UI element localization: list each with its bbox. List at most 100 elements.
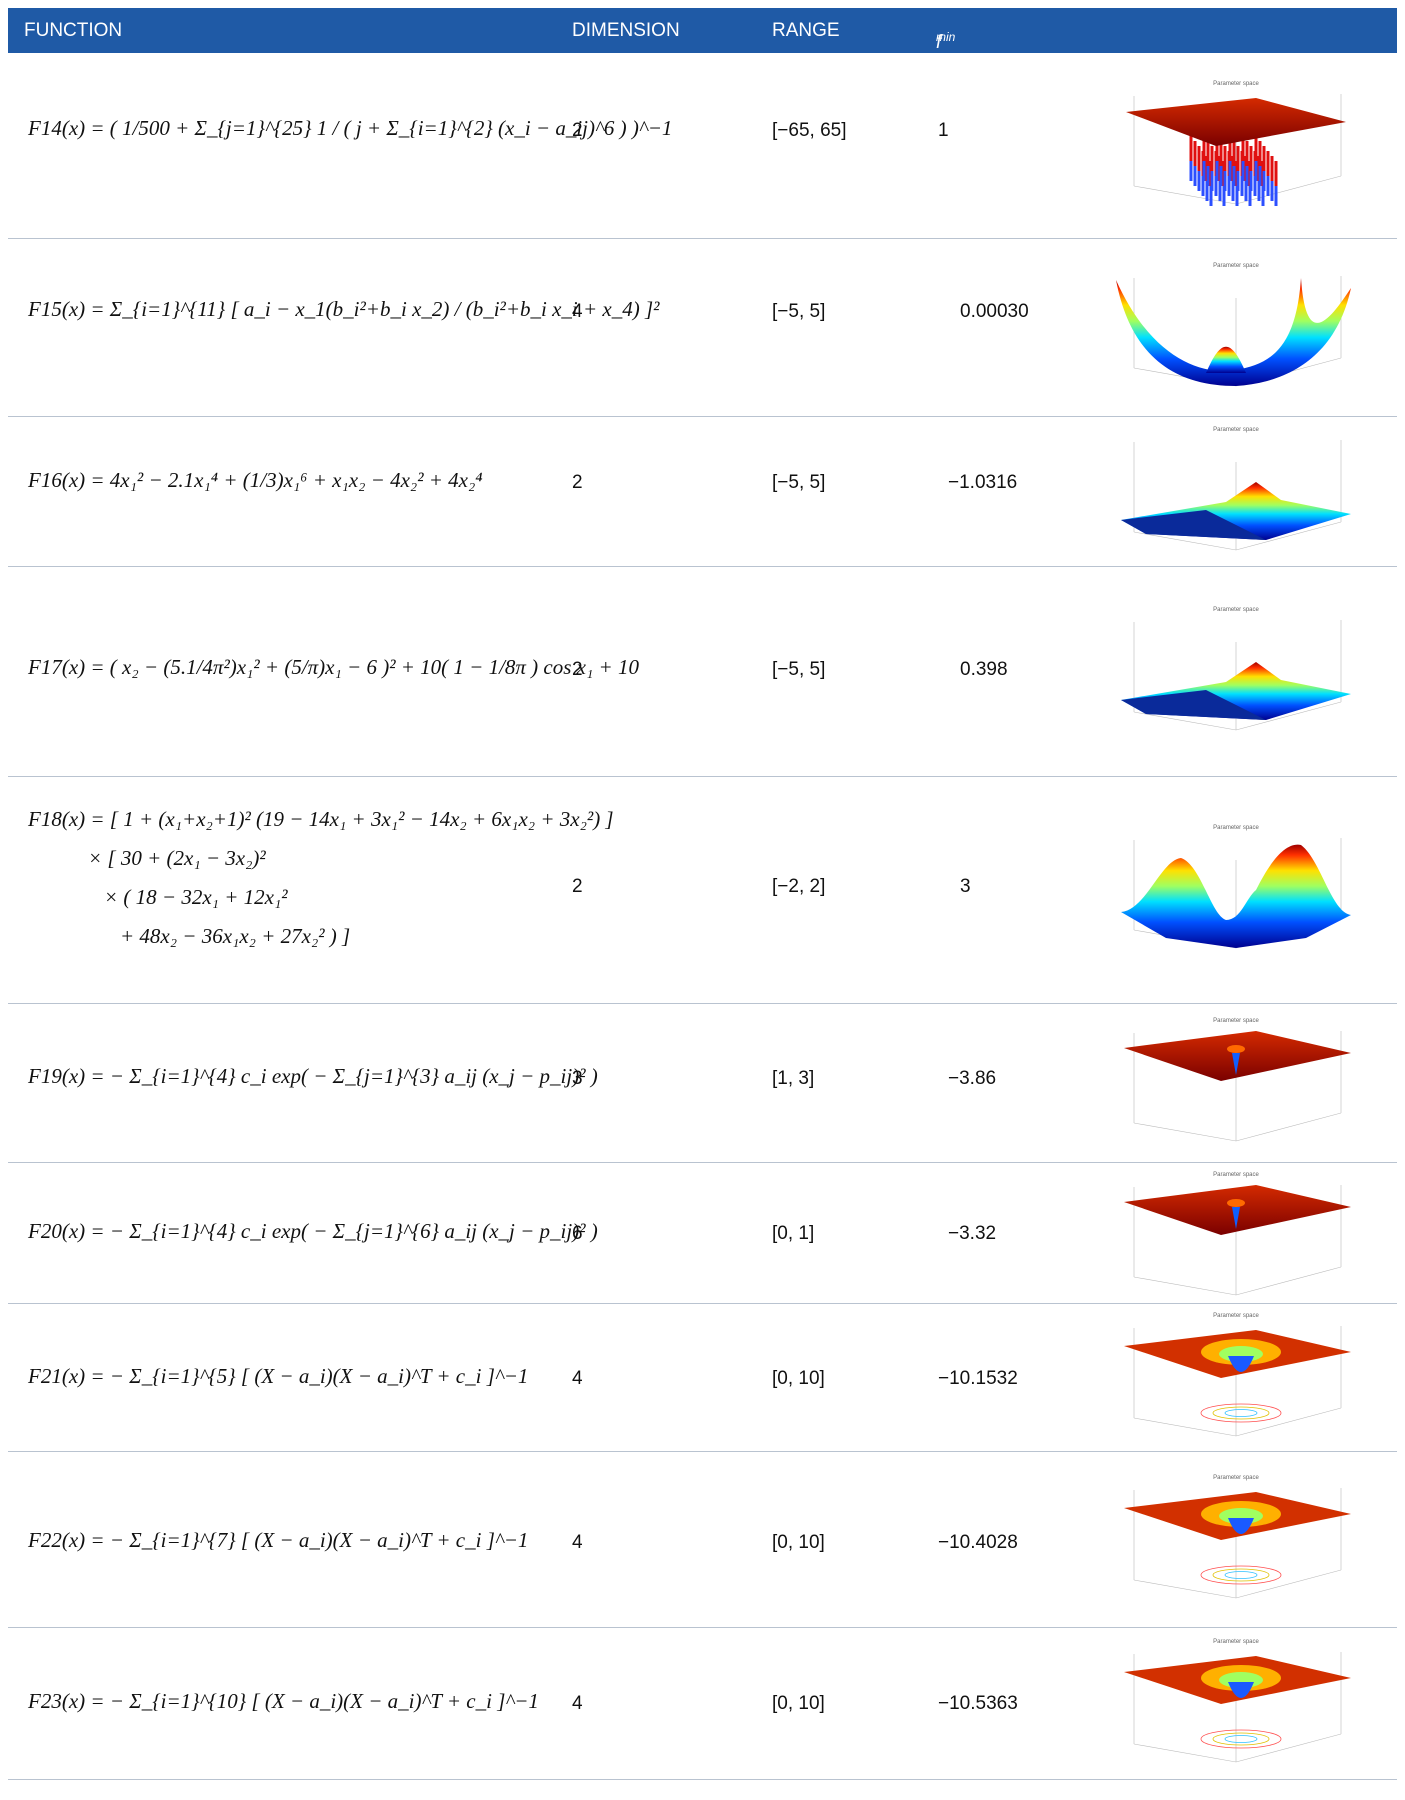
surface-plot: Parameter space (1124, 1018, 1351, 1142)
fmin-value: 3 (960, 876, 971, 897)
parameter-space-plot: Parameter space (1106, 820, 1366, 965)
plot-title: Parameter space (1213, 1018, 1259, 1024)
formula-continuation: + 48x₂ − 36x₁x₂ + 27x₂² ) ] (120, 924, 351, 948)
dimension-value: 2 (572, 120, 583, 141)
dimension-value: 4 (572, 1532, 583, 1553)
header-function: FUNCTION (24, 20, 123, 41)
function-formula: F19(x) = − Σ_{i=1}^{4} c_i exp( − Σ_{j=1… (28, 1064, 598, 1089)
plot-title: Parameter space (1213, 1172, 1259, 1178)
plot-title: Parameter space (1213, 427, 1259, 433)
surface-plot: Parameter space (1124, 1313, 1351, 1437)
function-name: F21(x) (28, 1364, 86, 1388)
formula-expression: = Σ_{i=1}^{11} [ a_i − x_1(b_i²+b_i x_2)… (85, 297, 660, 321)
parameter-space-plot: Parameter space (1106, 1167, 1366, 1312)
table-row: F16(x) = 4x₁² − 2.1x₁⁴ + (1/3)x₁⁶ + x₁x₂… (8, 417, 1397, 567)
function-formula: F20(x) = − Σ_{i=1}^{4} c_i exp( − Σ_{j=1… (28, 1219, 598, 1244)
plot-title: Parameter space (1213, 81, 1259, 87)
table-row: F22(x) = − Σ_{i=1}^{7} [ (X − a_i)(X − a… (8, 1452, 1397, 1628)
table-row: F23(x) = − Σ_{i=1}^{10} [ (X − a_i)(X − … (8, 1628, 1397, 1780)
range-value: [0, 10] (772, 1532, 825, 1553)
formula-expression: = − Σ_{i=1}^{10} [ (X − a_i)(X − a_i)^T … (85, 1689, 539, 1713)
formula-expression: = ( 1/500 + Σ_{j=1}^{25} 1 / ( j + Σ_{i=… (85, 116, 673, 140)
table-row: F21(x) = − Σ_{i=1}^{5} [ (X − a_i)(X − a… (8, 1304, 1397, 1452)
fmin-value: −3.86 (948, 1068, 997, 1089)
benchmark-function-table: FUNCTION DIMENSION RANGE f min F14(x) = (… (8, 8, 1397, 1780)
dimension-value: 6 (572, 1223, 583, 1244)
plot-title: Parameter space (1213, 1313, 1259, 1319)
function-formula: F17(x) = ( x₂ − (5.1/4π²)x₁² + (5/π)x₁ −… (28, 655, 639, 680)
table-header: FUNCTION DIMENSION RANGE f min (8, 8, 1397, 53)
table-row: F14(x) = ( 1/500 + Σ_{j=1}^{25} 1 / ( j … (8, 53, 1397, 239)
fmin-value: 0.398 (960, 659, 1008, 680)
surface-plot: Parameter space (1124, 1639, 1351, 1762)
dimension-value: 2 (572, 472, 583, 493)
dimension-value: 4 (572, 301, 583, 322)
table-row: F20(x) = − Σ_{i=1}^{4} c_i exp( − Σ_{j=1… (8, 1163, 1397, 1304)
formula-expression: = ( x₂ − (5.1/4π²)x₁² + (5/π)x₁ − 6 )² +… (85, 655, 639, 679)
function-formula: F22(x) = − Σ_{i=1}^{7} [ (X − a_i)(X − a… (28, 1528, 528, 1553)
table-row: F18(x) = [ 1 + (x₁+x₂+1)² (19 − 14x₁ + 3… (8, 777, 1397, 1004)
parameter-space-plot: Parameter space (1106, 1634, 1366, 1779)
function-formula: F21(x) = − Σ_{i=1}^{5} [ (X − a_i)(X − a… (28, 1364, 528, 1389)
function-formula: F14(x) = ( 1/500 + Σ_{j=1}^{25} 1 / ( j … (28, 116, 672, 141)
fmin-value: 0.00030 (960, 301, 1029, 322)
range-value: [−5, 5] (772, 472, 826, 493)
plot-title: Parameter space (1213, 607, 1259, 613)
header-range: RANGE (772, 20, 840, 41)
formula-expression: = − Σ_{i=1}^{4} c_i exp( − Σ_{j=1}^{3} a… (85, 1064, 598, 1088)
surface-plot: Parameter space (1116, 263, 1351, 386)
plot-title: Parameter space (1213, 1475, 1259, 1481)
fmin-value: 1 (938, 120, 949, 141)
header-dimension: DIMENSION (572, 20, 680, 41)
function-formula: F18(x) = [ 1 + (x₁+x₂+1)² (19 − 14x₁ + 3… (28, 807, 614, 949)
table-row: F19(x) = − Σ_{i=1}^{4} c_i exp( − Σ_{j=1… (8, 1004, 1397, 1163)
function-name: F20(x) (28, 1219, 86, 1243)
surface-plot: Parameter space (1121, 825, 1351, 949)
parameter-space-plot: Parameter space (1106, 1308, 1366, 1453)
fmin-value: −10.4028 (938, 1532, 1018, 1553)
function-name: F16(x) (28, 468, 86, 492)
dimension-value: 4 (572, 1368, 583, 1389)
surface-plot: Parameter space (1121, 607, 1351, 730)
dimension-value: 4 (572, 1693, 583, 1714)
parameter-space-plot: Parameter space (1106, 422, 1366, 567)
dimension-value: 3 (572, 1068, 583, 1089)
formula-continuation: × ( 18 − 32x₁ + 12x₁² (104, 885, 288, 909)
fmin-value: −3.32 (948, 1223, 997, 1244)
table-row: F17(x) = ( x₂ − (5.1/4π²)x₁² + (5/π)x₁ −… (8, 567, 1397, 777)
surface-plot: Parameter space (1121, 427, 1351, 550)
formula-expression: = − Σ_{i=1}^{4} c_i exp( − Σ_{j=1}^{6} a… (85, 1219, 598, 1243)
plot-title: Parameter space (1213, 1639, 1259, 1645)
formula-expression: = − Σ_{i=1}^{7} [ (X − a_i)(X − a_i)^T +… (85, 1528, 529, 1552)
function-formula: F23(x) = − Σ_{i=1}^{10} [ (X − a_i)(X − … (28, 1689, 539, 1714)
formula-expression: = − Σ_{i=1}^{5} [ (X − a_i)(X − a_i)^T +… (85, 1364, 529, 1388)
surface-plot: Parameter space (1124, 1172, 1351, 1296)
function-formula: F15(x) = Σ_{i=1}^{11} [ a_i − x_1(b_i²+b… (28, 297, 659, 322)
range-value: [0, 10] (772, 1693, 825, 1714)
function-name: F23(x) (28, 1689, 86, 1713)
plot-title: Parameter space (1213, 825, 1259, 831)
function-name: F22(x) (28, 1528, 86, 1552)
parameter-space-plot: Parameter space (1106, 1470, 1366, 1615)
parameter-space-plot: Parameter space (1106, 258, 1366, 403)
range-value: [0, 10] (772, 1368, 825, 1389)
formula-expression: = 4x₁² − 2.1x₁⁴ + (1/3)x₁⁶ + x₁x₂ − 4x₂²… (85, 468, 483, 492)
dimension-value: 2 (572, 659, 583, 680)
formula-expression: = [ 1 + (x₁+x₂+1)² (19 − 14x₁ + 3x₁² − 1… (85, 807, 614, 831)
function-name: F19(x) (28, 1064, 86, 1088)
parameter-space-plot: Parameter space (1106, 1013, 1366, 1158)
header-fmin: f min (936, 29, 956, 53)
range-value: [−2, 2] (772, 876, 826, 897)
function-name: F17(x) (28, 655, 86, 679)
plot-title: Parameter space (1213, 263, 1259, 269)
fmin-value: −10.5363 (938, 1693, 1018, 1714)
table-body: F14(x) = ( 1/500 + Σ_{j=1}^{25} 1 / ( j … (8, 53, 1397, 1780)
dimension-value: 2 (572, 876, 583, 897)
surface-plot: Parameter space (1124, 1475, 1351, 1598)
table-row: F15(x) = Σ_{i=1}^{11} [ a_i − x_1(b_i²+b… (8, 239, 1397, 417)
function-name: F14(x) (28, 116, 86, 140)
range-value: [1, 3] (772, 1068, 815, 1089)
surface-plot: Parameter space (1126, 81, 1346, 206)
parameter-space-plot: Parameter space (1106, 602, 1366, 747)
range-value: [−5, 5] (772, 301, 826, 322)
